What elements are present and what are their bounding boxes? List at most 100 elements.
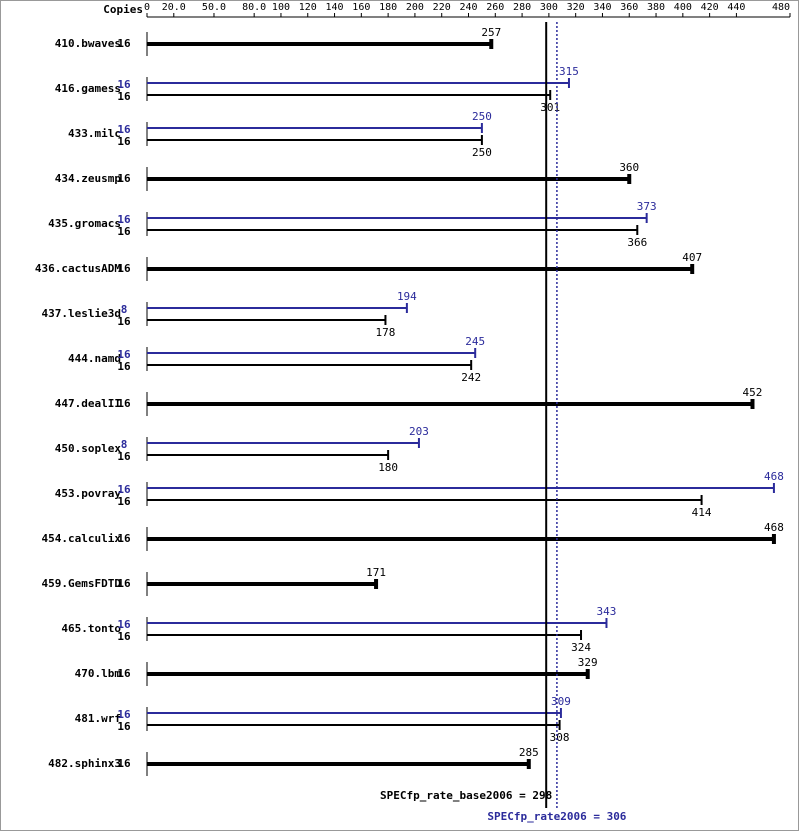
copies-label: 16 bbox=[117, 397, 131, 410]
bar bbox=[147, 495, 703, 505]
copies-label: 16 bbox=[117, 135, 131, 148]
value-label: 329 bbox=[578, 656, 598, 669]
benchmark-label: 450.soplex bbox=[55, 442, 122, 455]
value-label: 343 bbox=[597, 605, 617, 618]
value-label: 315 bbox=[559, 65, 579, 78]
value-label: 468 bbox=[764, 470, 784, 483]
value-label: 245 bbox=[465, 335, 485, 348]
value-label: 468 bbox=[764, 521, 784, 534]
x-tick-label: 100 bbox=[272, 2, 290, 13]
copies-label: 16 bbox=[117, 618, 131, 631]
bar bbox=[147, 450, 390, 460]
benchmark-label: 459.GemsFDTD bbox=[42, 577, 122, 590]
copies-label: 16 bbox=[117, 667, 131, 680]
value-label: 180 bbox=[378, 461, 398, 474]
value-label: 414 bbox=[692, 506, 712, 519]
bar bbox=[147, 123, 483, 133]
copies-label: 16 bbox=[117, 532, 131, 545]
benchmark-label: 410.bwaves bbox=[55, 37, 121, 50]
value-label: 452 bbox=[743, 386, 763, 399]
x-tick-label: 20.0 bbox=[162, 2, 186, 13]
copies-label: 16 bbox=[117, 450, 131, 463]
bar bbox=[147, 39, 494, 49]
bar bbox=[147, 213, 648, 223]
value-label: 178 bbox=[376, 326, 396, 339]
benchmark-label: 436.cactusADM bbox=[35, 262, 121, 275]
bar bbox=[147, 438, 420, 448]
bar bbox=[147, 669, 590, 679]
reference-label: SPECfp_rate2006 = 306 bbox=[487, 810, 626, 823]
x-tick-label: 220 bbox=[433, 2, 451, 13]
copies-label: 16 bbox=[117, 315, 131, 328]
bar bbox=[147, 315, 387, 325]
copies-header: Copies bbox=[103, 3, 143, 16]
benchmark-label: 437.leslie3d bbox=[42, 307, 121, 320]
copies-label: 16 bbox=[117, 225, 131, 238]
x-tick-label: 260 bbox=[486, 2, 504, 13]
value-label: 366 bbox=[627, 236, 647, 249]
benchmark-label: 481.wrf bbox=[75, 712, 121, 725]
bar bbox=[147, 720, 561, 730]
x-tick-label: 480 bbox=[772, 2, 790, 13]
bar bbox=[147, 630, 583, 640]
value-label: 250 bbox=[472, 146, 492, 159]
bar bbox=[147, 579, 379, 589]
x-tick-label: 320 bbox=[567, 2, 585, 13]
bar bbox=[147, 618, 608, 628]
bar bbox=[147, 534, 776, 544]
bar bbox=[147, 360, 473, 370]
benchmark-label: 433.milc bbox=[68, 127, 121, 140]
copies-label: 16 bbox=[117, 360, 131, 373]
benchmark-label: 447.dealII bbox=[55, 397, 121, 410]
benchmark-label: 454.calculix bbox=[42, 532, 122, 545]
copies-label: 16 bbox=[117, 123, 131, 136]
bar bbox=[147, 264, 695, 274]
value-label: 373 bbox=[637, 200, 657, 213]
copies-label: 16 bbox=[117, 172, 131, 185]
reference-label: SPECfp_rate_base2006 = 298 bbox=[380, 789, 552, 802]
copies-label: 16 bbox=[117, 78, 131, 91]
bar bbox=[147, 399, 755, 409]
x-tick-label: 340 bbox=[593, 2, 611, 13]
bar bbox=[147, 348, 477, 358]
x-tick-label: 400 bbox=[674, 2, 692, 13]
copies-label: 8 bbox=[121, 438, 128, 451]
copies-label: 16 bbox=[117, 348, 131, 361]
benchmark-label: 470.lbm bbox=[75, 667, 122, 680]
bar bbox=[147, 303, 408, 313]
benchmark-label: 453.povray bbox=[55, 487, 122, 500]
copies-label: 16 bbox=[117, 720, 131, 733]
x-tick-label: 380 bbox=[647, 2, 665, 13]
value-label: 324 bbox=[571, 641, 591, 654]
value-label: 285 bbox=[519, 746, 539, 759]
copies-label: 16 bbox=[117, 757, 131, 770]
x-tick-label: 0 bbox=[144, 2, 150, 13]
copies-label: 16 bbox=[117, 577, 131, 590]
benchmark-label: 482.sphinx3 bbox=[48, 757, 121, 770]
x-tick-label: 300 bbox=[540, 2, 558, 13]
benchmark-label: 434.zeusmp bbox=[55, 172, 122, 185]
x-tick-label: 360 bbox=[620, 2, 638, 13]
value-label: 171 bbox=[366, 566, 386, 579]
copies-label: 16 bbox=[117, 90, 131, 103]
value-label: 242 bbox=[461, 371, 481, 384]
value-label: 250 bbox=[472, 110, 492, 123]
value-label: 257 bbox=[481, 26, 501, 39]
value-label: 309 bbox=[551, 695, 571, 708]
x-tick-label: 200 bbox=[406, 2, 424, 13]
bar bbox=[147, 483, 775, 493]
copies-label: 16 bbox=[117, 630, 131, 643]
bar bbox=[147, 90, 552, 100]
value-label: 194 bbox=[397, 290, 417, 303]
copies-label: 16 bbox=[117, 262, 131, 275]
x-tick-label: 280 bbox=[513, 2, 531, 13]
x-tick-label: 80.0 bbox=[242, 2, 266, 13]
bar bbox=[147, 225, 639, 235]
x-tick-label: 440 bbox=[727, 2, 745, 13]
bar bbox=[147, 708, 562, 718]
bar bbox=[147, 174, 632, 184]
x-tick-label: 140 bbox=[326, 2, 344, 13]
benchmark-label: 435.gromacs bbox=[48, 217, 121, 230]
